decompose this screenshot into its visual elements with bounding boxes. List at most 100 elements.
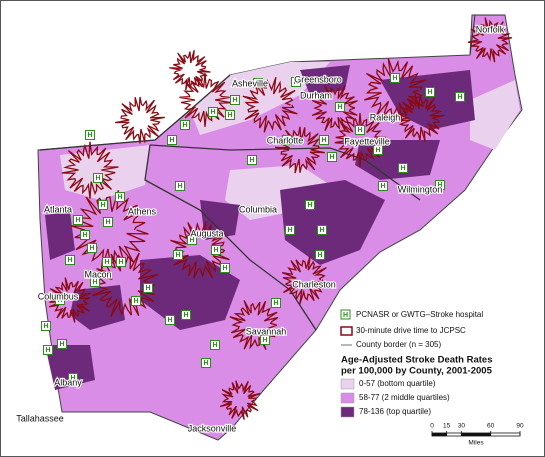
legend-class-label: 0-57 (bottom quartile): [359, 379, 436, 388]
hospital-icon: [319, 135, 329, 145]
hospital-icon: [73, 215, 83, 225]
hospital-symbol: H: [104, 259, 109, 266]
light-region: [470, 80, 520, 150]
hospital-icon: [211, 245, 221, 255]
hospital-icon: [55, 295, 65, 305]
hospital-symbol: H: [183, 312, 188, 319]
scale-tick-label: 15: [443, 423, 451, 430]
hospital-symbol: H: [427, 89, 432, 96]
hospital-symbol: H: [249, 157, 254, 164]
hospital-symbol: H: [222, 265, 227, 272]
drive-time-contour: [242, 76, 298, 133]
hospital-symbol: H: [70, 375, 75, 382]
city-label: Columbia: [239, 204, 277, 214]
hospital-icon: [378, 181, 388, 191]
hospital-symbol: H: [67, 257, 72, 264]
dark-region: [45, 345, 95, 390]
hospital-icon: [175, 181, 185, 191]
drive-time-contour: [467, 17, 512, 63]
hospital-symbol: H: [92, 279, 97, 286]
legend: H PCNASR or GWTG–Stroke hospital 30-minu…: [333, 302, 541, 422]
city-label: Jacksonville: [188, 423, 237, 433]
drive-time-contour: [274, 126, 325, 174]
hospital-icon: [116, 257, 126, 267]
hospital-icon: [68, 373, 78, 383]
drive-time-contour: [169, 50, 211, 91]
legend-title: Age-Adjusted Stroke Death Rates: [341, 355, 493, 366]
hospital-icon: [103, 217, 113, 227]
hospital-symbol: H: [321, 137, 326, 144]
drive-time-contour: [281, 255, 329, 305]
hospital-symbol: H: [380, 183, 385, 190]
hospital-icon: [201, 358, 211, 368]
city-label: Norfolk: [476, 24, 505, 34]
hospital-icon: [93, 173, 103, 183]
scale-unit: Miles: [468, 440, 484, 447]
hospital-icon: [65, 255, 75, 265]
hospital-icon: [173, 250, 183, 260]
hospital-symbol: H: [293, 79, 298, 86]
legend-drive-time: 30-minute drive time to JCPSC: [356, 326, 466, 335]
hospital-icon: [398, 163, 408, 173]
hospital-symbol: H: [59, 341, 64, 348]
hospital-symbol: H: [100, 202, 105, 209]
legend-county-border: County border (n = 305): [356, 340, 441, 349]
city-label: Greensboro: [294, 74, 342, 84]
hospital-icon: [80, 230, 90, 240]
legend-swatch: [340, 392, 355, 404]
city-label: Athens: [128, 206, 157, 216]
hospital-symbol: H: [227, 112, 232, 119]
hospital-symbol: H: [117, 194, 122, 201]
hospital-symbol: H: [95, 175, 100, 182]
hospital-icon: [390, 73, 400, 83]
hospital-symbol: H: [212, 342, 217, 349]
legend-drive-icon: [340, 326, 353, 336]
hospital-icon: [455, 92, 465, 102]
hospital-icon: [181, 310, 191, 320]
hospital-symbol: H: [262, 337, 267, 344]
hospital-symbol: H: [392, 75, 397, 82]
hospital-symbol: H: [45, 347, 50, 354]
legend-hospital-icon: [340, 309, 351, 320]
dark-region: [45, 212, 75, 260]
hospital-symbol: H: [145, 285, 150, 292]
dark-region: [300, 65, 350, 95]
hospital-icon: [115, 192, 125, 202]
legend-swatch: [340, 406, 355, 418]
hospital-symbol: H: [133, 298, 138, 305]
hospital-icon: [208, 107, 218, 117]
hospital-symbol: H: [375, 147, 380, 154]
hospital-symbol: H: [177, 183, 182, 190]
hospital-symbol: H: [169, 137, 174, 144]
hospital-symbol: H: [307, 202, 312, 209]
hospital-icon: [165, 315, 175, 325]
legend-class-label: 58-77 (2 middle quartiles): [359, 393, 450, 402]
hospital-icon: [90, 277, 100, 287]
hospital-symbol: H: [457, 94, 462, 101]
hospital-icon: [317, 225, 327, 235]
hospital-icon: [315, 250, 325, 260]
hospital-symbol: H: [105, 219, 110, 226]
hospital-symbol: H: [182, 122, 187, 129]
city-label: Albany: [54, 377, 82, 387]
hospital-icon: [230, 95, 240, 105]
hospital-icon: [253, 78, 263, 88]
hospital-symbol: H: [319, 227, 324, 234]
dark-region: [140, 255, 240, 330]
drive-time-contour: [395, 94, 445, 142]
city-label: Macon: [84, 269, 111, 279]
hospital-icon: [373, 145, 383, 155]
city-label: Asheville: [232, 78, 268, 88]
legend-class-label: 78-136 (top quartile): [359, 407, 431, 416]
drive-time-contour: [311, 84, 358, 132]
hospital-icon: [327, 152, 337, 162]
hospital-icon: [167, 135, 177, 145]
legend-title: per 100,000 by County, 2001-2005: [341, 366, 493, 377]
hospital-icon: [425, 87, 435, 97]
hospital-icon: [225, 110, 235, 120]
city-label: Tallahassee: [16, 413, 64, 423]
city-label: Durham: [300, 90, 332, 100]
drive-time-contour: [334, 113, 386, 168]
